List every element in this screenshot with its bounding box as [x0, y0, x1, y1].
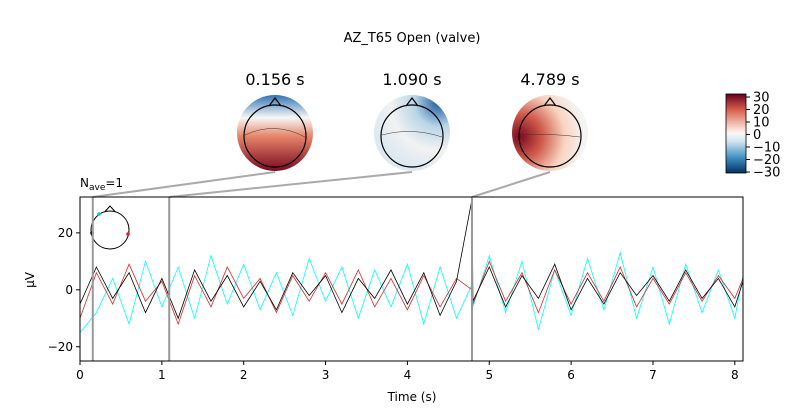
head-contour [244, 128, 306, 138]
topomap [374, 95, 450, 171]
nave-label: Nave=1 [80, 176, 123, 193]
nave-base: N [80, 176, 89, 190]
y-axis-label: µV [23, 271, 37, 288]
axes-frame [79, 196, 744, 362]
colorbar-tick-label: 10 [753, 116, 770, 131]
chart-title: AZ_T65 Open (valve) [344, 31, 481, 46]
head-outline [243, 104, 307, 168]
y-tick-label: 0 [65, 283, 73, 297]
x-tick-label: 3 [322, 368, 330, 382]
sensor-inset [90, 205, 130, 250]
colorbar-tick-label: 20 [753, 103, 770, 118]
x-tick-label: 0 [76, 368, 84, 382]
colorbar-tick-label: 30 [753, 91, 770, 106]
x-tick-label: 1 [158, 368, 166, 382]
topomap-label: 4.789 s [520, 70, 579, 89]
plot-area [80, 198, 743, 333]
topomap [512, 95, 588, 171]
topomap-label: 0.156 s [245, 70, 304, 89]
x-tick-label: 8 [731, 368, 739, 382]
topomap [237, 95, 313, 171]
trace-line [80, 260, 743, 326]
colorbar-tick-label: −20 [753, 153, 780, 168]
x-tick-label: 4 [404, 368, 412, 382]
head-nose [543, 97, 557, 107]
trace-line [80, 251, 743, 333]
topomap-connector [92, 171, 276, 198]
head-outline [518, 104, 582, 168]
head-outline [380, 104, 444, 168]
trace-line [80, 198, 743, 320]
topomap-label: 1.090 s [382, 70, 441, 89]
nave-rest: =1 [105, 176, 123, 190]
y-tick-label: 20 [58, 226, 73, 240]
x-axis-label: Time (s) [387, 390, 437, 404]
topomap-connector [169, 171, 413, 198]
colorbar-frame [725, 93, 747, 174]
topomap-connector [471, 171, 551, 198]
colorbar-tick-label: −10 [753, 141, 780, 156]
x-tick-label: 6 [567, 368, 575, 382]
colorbar-tick-label: −30 [753, 166, 780, 181]
head-contour [381, 131, 443, 138]
y-tick-label: −20 [48, 340, 73, 354]
head-nose [268, 97, 282, 107]
head-contour [519, 134, 581, 138]
x-tick-label: 5 [485, 368, 493, 382]
colorbar [726, 94, 746, 173]
head-nose [405, 97, 419, 107]
nave-sub: ave [89, 183, 106, 193]
colorbar-tick-label: 0 [753, 128, 761, 143]
x-tick-label: 7 [649, 368, 657, 382]
x-tick-label: 2 [240, 368, 248, 382]
